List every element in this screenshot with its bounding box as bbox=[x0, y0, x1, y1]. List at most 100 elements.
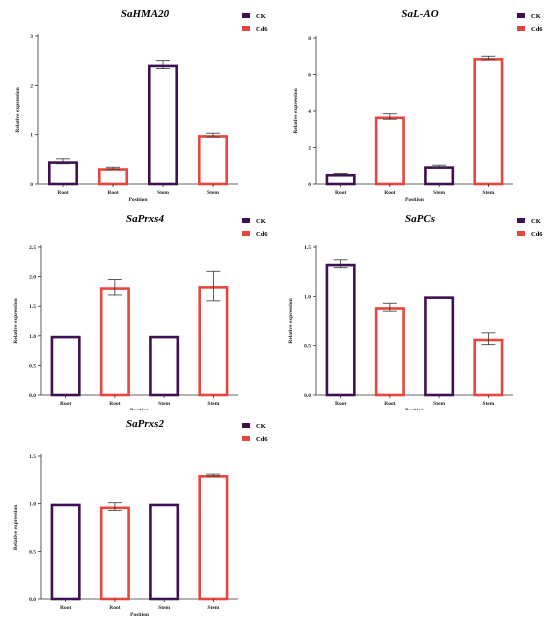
y-tick-label: 1.0 bbox=[29, 502, 36, 508]
x-axis-label: Position bbox=[130, 408, 149, 410]
y-tick-label: 3 bbox=[30, 34, 33, 40]
legend-swatch-cd6 bbox=[242, 26, 250, 31]
legend-swatch-cd6 bbox=[517, 26, 525, 31]
chart-sapcs: SaPCs CK Cd6 0.0 0.5 1.0 1.5 Relative expressio… bbox=[288, 213, 543, 410]
legend-swatch-ck bbox=[242, 423, 250, 428]
legend-swatch-cd6 bbox=[242, 231, 250, 236]
x-tick-label: Root bbox=[57, 190, 68, 196]
y-tick-label: 0.5 bbox=[29, 549, 36, 555]
y-tick-label: 0.5 bbox=[29, 363, 36, 369]
legend-swatch-cd6 bbox=[242, 436, 250, 441]
legend-label-ck: CK bbox=[531, 13, 541, 20]
y-tick-label: 2 bbox=[308, 146, 311, 152]
y-tick-label: 2.0 bbox=[29, 275, 36, 281]
bar-cd6 bbox=[99, 287, 130, 397]
x-tick-label: Root bbox=[335, 401, 346, 407]
y-tick-label: 0 bbox=[30, 182, 33, 188]
chart-sahma20: SaHMA20 CK Cd6 0 1 2 3 Relative expression Root R… bbox=[15, 8, 268, 203]
y-axis-label: Relative expression bbox=[288, 298, 294, 343]
x-tick-label: Stem bbox=[158, 605, 170, 611]
y-tick-label: 1.0 bbox=[29, 334, 36, 340]
bar-cd6 bbox=[198, 135, 229, 186]
y-axis-label: Relative expression bbox=[293, 88, 299, 133]
legend-label-cd6: Cd6 bbox=[531, 26, 543, 33]
legend-swatch-ck bbox=[517, 218, 525, 223]
legend-swatch-ck bbox=[517, 13, 525, 18]
y-tick-label: 0.0 bbox=[29, 597, 36, 603]
x-tick-label: Root bbox=[109, 401, 120, 407]
bar-cd6 bbox=[98, 168, 129, 186]
bar-ck bbox=[149, 335, 180, 397]
chart-saprxs2: SaPrxs2 CK Cd6 0.0 0.5 1.0 1.5 Relative express… bbox=[13, 418, 268, 618]
legend-swatch-ck bbox=[242, 13, 250, 18]
y-tick-label: 0.5 bbox=[304, 344, 311, 350]
bar-ck bbox=[149, 503, 180, 601]
bar-ck bbox=[424, 166, 455, 186]
bar-cd6 bbox=[473, 338, 504, 397]
bar-ck bbox=[50, 335, 81, 397]
chart-saprxs4: SaPrxs4 CK Cd6 0.0 0.5 1.0 1.5 2.0 2.5 Relative e… bbox=[13, 213, 268, 410]
legend-label-ck: CK bbox=[531, 218, 541, 225]
bar-ck bbox=[148, 64, 179, 186]
bar-cd6 bbox=[374, 116, 405, 186]
y-axis-label: Relative expression bbox=[13, 298, 19, 343]
chart-title: SaHMA20 bbox=[121, 8, 170, 20]
x-axis-label: Position bbox=[405, 408, 424, 410]
x-axis-label: Position bbox=[130, 612, 149, 618]
y-tick-label: 4 bbox=[308, 109, 311, 115]
legend-label-cd6: Cd6 bbox=[256, 436, 268, 443]
chart-title: SaPCs bbox=[405, 213, 435, 225]
bar-ck bbox=[325, 263, 356, 397]
x-tick-label: Root bbox=[335, 190, 346, 196]
y-tick-label: 1 bbox=[30, 133, 33, 139]
bar-cd6 bbox=[198, 475, 229, 601]
x-tick-label: Stem bbox=[207, 190, 219, 196]
x-tick-label: Stem bbox=[207, 605, 219, 611]
bar-ck bbox=[424, 296, 455, 397]
x-axis-label: Position bbox=[129, 197, 148, 203]
x-tick-label: Root bbox=[60, 401, 71, 407]
bar-cd6 bbox=[374, 307, 405, 397]
y-tick-label: 1.5 bbox=[29, 304, 36, 310]
x-tick-label: Root bbox=[60, 605, 71, 611]
x-tick-label: Root bbox=[107, 190, 118, 196]
legend-label-cd6: Cd6 bbox=[256, 26, 268, 33]
x-tick-label: Root bbox=[384, 401, 395, 407]
legend-label-ck: CK bbox=[256, 423, 266, 430]
bar-cd6 bbox=[99, 506, 130, 601]
y-tick-label: 1.5 bbox=[304, 245, 311, 251]
y-tick-label: 2.5 bbox=[29, 245, 36, 251]
bar-ck bbox=[50, 503, 81, 601]
legend-swatch-ck bbox=[242, 218, 250, 223]
x-tick-label: Stem bbox=[482, 190, 494, 196]
chart-title: SaPrxs4 bbox=[126, 213, 164, 225]
bar-cd6 bbox=[198, 286, 229, 397]
legend-swatch-cd6 bbox=[517, 231, 525, 236]
chart-title: SaL-AO bbox=[401, 8, 438, 20]
chart-title: SaPrxs2 bbox=[126, 418, 164, 430]
x-tick-label: Root bbox=[109, 605, 120, 611]
y-axis-label: Relative expression bbox=[13, 505, 19, 550]
x-tick-label: Stem bbox=[158, 401, 170, 407]
y-tick-label: 0.0 bbox=[304, 393, 311, 399]
y-tick-label: 0.0 bbox=[29, 393, 36, 399]
x-tick-label: Root bbox=[384, 190, 395, 196]
x-tick-label: Stem bbox=[207, 401, 219, 407]
y-tick-label: 0 bbox=[308, 182, 311, 188]
chart-sal-ao: SaL-AO CK Cd6 0 2 4 6 8 Relative expression Root R… bbox=[293, 8, 543, 203]
legend-label-cd6: Cd6 bbox=[256, 231, 268, 238]
legend-label-ck: CK bbox=[256, 13, 266, 20]
bar-ck bbox=[325, 173, 356, 186]
y-tick-label: 2 bbox=[30, 83, 33, 89]
x-axis-label: Position bbox=[405, 197, 424, 203]
x-tick-label: Stem bbox=[433, 401, 445, 407]
bar-ck bbox=[47, 161, 78, 186]
legend-label-ck: CK bbox=[256, 218, 266, 225]
x-tick-label: Stem bbox=[157, 190, 169, 196]
legend-label-cd6: Cd6 bbox=[531, 231, 543, 238]
x-tick-label: Stem bbox=[482, 401, 494, 407]
y-tick-label: 1.5 bbox=[29, 454, 36, 460]
y-axis-label: Relative expression bbox=[15, 87, 21, 132]
x-tick-label: Stem bbox=[433, 190, 445, 196]
